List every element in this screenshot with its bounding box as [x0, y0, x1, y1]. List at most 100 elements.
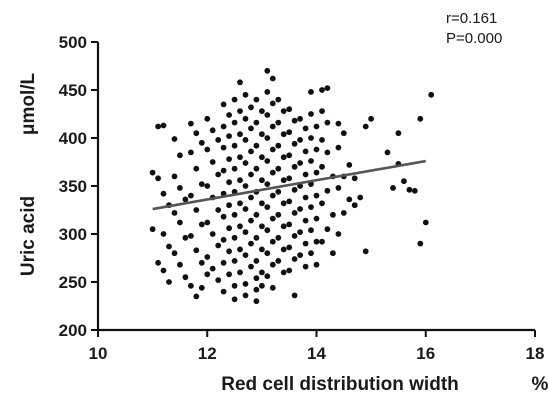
- data-point: [177, 219, 183, 226]
- x-tick-label: 16: [416, 344, 435, 363]
- data-point: [280, 177, 287, 184]
- data-point: [193, 247, 200, 254]
- data-point: [324, 187, 331, 194]
- data-point: [188, 233, 194, 239]
- data-point: [302, 217, 309, 224]
- data-point: [340, 210, 347, 216]
- data-point: [160, 190, 167, 197]
- data-point: [275, 188, 282, 195]
- data-point: [253, 286, 260, 293]
- data-point: [275, 119, 282, 126]
- data-point: [291, 186, 298, 193]
- data-point: [335, 144, 342, 151]
- x-axis-title: Red cell distribution width: [221, 374, 459, 395]
- data-point: [308, 250, 314, 257]
- data-point: [242, 115, 249, 122]
- data-point: [253, 211, 260, 218]
- data-point: [286, 106, 293, 113]
- data-point: [155, 259, 162, 266]
- data-point: [280, 269, 287, 276]
- data-point: [302, 194, 309, 201]
- data-point: [149, 169, 156, 176]
- y-axis-title: Uric acid: [18, 196, 39, 276]
- data-point: [171, 136, 178, 142]
- data-point: [313, 169, 320, 176]
- data-point: [264, 204, 271, 211]
- data-point: [253, 96, 260, 103]
- data-point: [209, 265, 216, 272]
- data-point: [237, 269, 243, 276]
- data-point: [264, 227, 271, 234]
- data-point: [209, 127, 216, 134]
- axes: 200 250 300 350 400 450 500 10 12 14 16 18: [59, 33, 545, 363]
- data-point: [193, 293, 200, 300]
- data-point: [313, 123, 320, 130]
- data-point: [215, 242, 222, 249]
- data-point: [308, 227, 314, 234]
- data-point: [335, 185, 342, 191]
- data-point: [215, 207, 222, 213]
- data-point: [264, 67, 271, 74]
- data-point: [220, 144, 227, 151]
- data-point: [231, 234, 238, 241]
- y-tick-label: 300: [59, 225, 87, 244]
- data-point: [231, 142, 238, 149]
- data-point: [297, 137, 303, 143]
- data-point: [286, 175, 293, 182]
- data-point: [171, 173, 178, 180]
- p-value-annotation: P=0.000: [446, 30, 502, 47]
- data-point: [231, 211, 238, 218]
- data-point: [259, 108, 265, 114]
- data-point: [253, 275, 260, 282]
- data-point: [264, 250, 271, 257]
- data-point: [275, 234, 282, 241]
- data-point: [264, 89, 271, 95]
- data-point: [242, 183, 249, 189]
- data-point: [242, 252, 249, 258]
- data-point: [351, 175, 358, 182]
- data-point: [319, 163, 325, 170]
- data-point: [259, 154, 265, 161]
- data-point: [297, 115, 303, 122]
- data-point: [269, 146, 276, 153]
- x-tick-label: 10: [89, 344, 108, 363]
- data-point: [269, 238, 276, 245]
- data-point: [368, 115, 374, 122]
- data-point: [264, 135, 271, 141]
- data-point: [264, 181, 271, 188]
- data-point: [242, 229, 249, 236]
- data-point: [286, 198, 293, 205]
- data-point: [248, 104, 254, 111]
- data-point: [242, 160, 249, 166]
- data-point: [302, 125, 309, 132]
- data-point: [155, 123, 162, 130]
- data-point: [259, 282, 265, 289]
- data-point: [406, 186, 413, 193]
- data-point: [226, 133, 233, 140]
- data-point: [253, 258, 260, 264]
- data-point: [291, 140, 298, 147]
- data-point: [308, 111, 314, 117]
- data-point: [237, 131, 243, 138]
- data-point: [280, 200, 287, 207]
- data-point: [324, 226, 331, 233]
- data-point: [280, 108, 287, 114]
- data-point: [198, 259, 205, 266]
- data-point: [291, 117, 298, 124]
- data-point: [302, 171, 309, 178]
- data-point: [220, 259, 227, 266]
- data-point: [269, 169, 276, 176]
- data-point: [390, 185, 396, 191]
- data-point: [237, 223, 243, 230]
- data-point: [198, 181, 205, 188]
- data-point: [231, 296, 238, 303]
- data-point: [237, 200, 243, 207]
- regression-line: [152, 159, 426, 211]
- data-point: [204, 219, 211, 226]
- data-point: [204, 115, 211, 122]
- data-point: [193, 207, 200, 213]
- data-point: [259, 223, 265, 230]
- data-point: [177, 185, 183, 191]
- data-point: [302, 240, 309, 247]
